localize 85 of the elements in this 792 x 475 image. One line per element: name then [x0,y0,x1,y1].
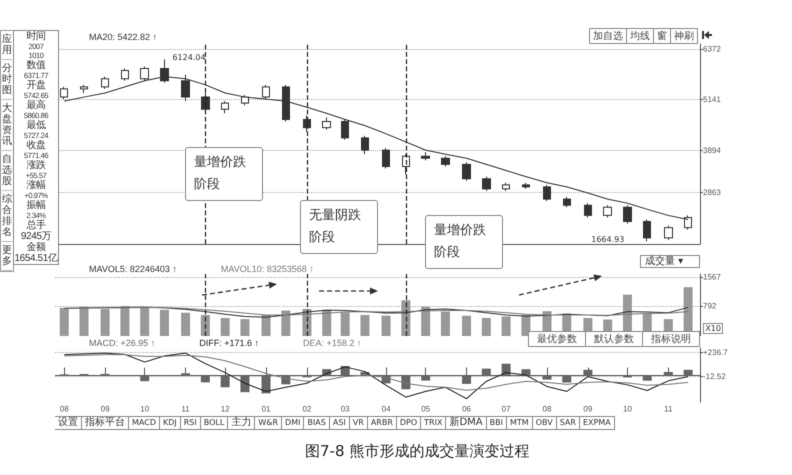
text: 时间 [26,31,46,42]
annotation: 量增价跌阶段 [185,147,263,201]
text: DPO [396,416,422,430]
caption: 图7-8 熊市形成的成交量演变过程 [305,442,530,461]
x-tick-label: 02 [302,404,312,414]
text: EXPMA [580,416,615,430]
x-tick-label: 05 [421,404,431,414]
text: 加自选 [589,28,627,44]
text: 主力 [228,416,256,430]
text: W&R [255,416,282,430]
y-tick-label: 792 [703,302,717,311]
annotation: 无量阴跌阶段 [300,200,378,254]
text: 综合排名 [2,191,12,242]
x-tick-label: 11 [181,404,190,414]
annotation: 最优参数 [528,331,586,347]
x-tick-label: 08 [542,404,552,414]
text: 开盘 [26,80,46,91]
text: 9245万 [20,231,52,242]
text: X10 [703,323,723,334]
text: DEA: +158.2 ↑ [303,338,362,348]
x-tick-label: 01 [262,404,272,414]
text: MA20: 5422.82 ↑ [89,32,158,42]
text: 振幅 [26,200,46,211]
text: 应用 [2,31,12,60]
text: 新DMA [446,416,487,430]
x-tick-label: 10 [140,404,150,414]
y-tick-label: 1567 [703,272,722,282]
x-tick-label: 09 [100,404,110,414]
text: BBI [486,416,507,430]
x-tick-label: 03 [340,404,350,414]
text: MAVOL5: 82246403 ↑ [89,264,177,274]
text: MACD [129,416,160,430]
text: 1654.51亿 [14,253,58,264]
text: 成交量 ▾ [640,255,700,268]
text: 最高 [26,100,46,111]
text: MACD: +26.95 ↑ [89,338,156,348]
text: 涨幅 [26,180,46,191]
text: ASI [330,416,350,430]
x-tick-label: 11 [664,404,674,414]
text: 更多 [2,242,12,271]
text: 大盘资讯 [2,100,12,151]
x-tick-label: 08 [60,404,70,414]
annotation: 指标说明 [642,331,700,347]
x-tick-label: 12 [220,404,230,414]
text: ARBR [368,416,397,430]
annotation: 6124.04 [172,53,206,62]
text: 最低 [26,120,46,131]
annotation: 量增价跌阶段 [425,215,503,269]
text: DMI [282,416,304,430]
text: SAR [556,416,580,430]
x-tick-label: 09 [583,404,593,414]
text: BIAS [304,416,330,430]
x-tick-label: 04 [382,404,392,414]
text: 分时图 [2,60,12,100]
text: 涨跌 [26,160,46,171]
text: 金额 [26,242,46,253]
text: KDJ [160,416,181,430]
y-tick-label: 3894 [703,146,722,155]
text: 总手 [26,220,46,231]
text: VR [350,416,368,430]
text: 窗 [653,28,671,44]
x-tick-label: 07 [502,404,512,414]
text: MAVOL10: 83253568 ↑ [220,264,314,274]
y-tick-label: +236.7 [703,348,728,357]
annotation: 默认参数 [585,331,643,347]
text: OBV [532,416,557,430]
y-tick-label: 2863 [703,188,722,197]
text: MTM [506,416,533,430]
text: BOLL [200,416,228,430]
text: RSI [180,416,201,430]
annotation: 1664.93 [591,235,624,244]
x-tick-label: 06 [462,404,472,414]
y-tick-label: -12.52 [703,372,726,382]
series-label: DIFF: +171.6 ↑ [199,338,260,348]
text: TRIX [421,416,446,430]
text: 指标平台 [82,416,129,430]
text: 设置 [55,416,82,430]
x-tick-label: 10 [623,404,632,414]
text: 数值 [26,60,46,71]
text: 自选股 [2,151,12,191]
y-tick-label: 5141 [703,94,722,104]
text: 神刷 [670,28,698,44]
text: 均线 [626,28,654,44]
text: 收盘 [26,140,46,151]
y-tick-label: 6372 [703,44,722,54]
